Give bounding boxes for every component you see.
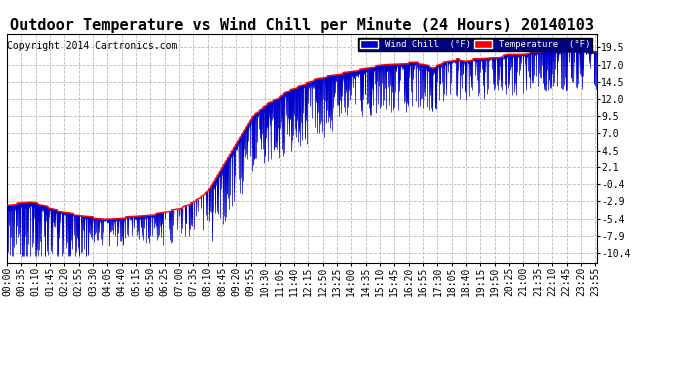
Legend: Wind Chill  (°F), Temperature  (°F): Wind Chill (°F), Temperature (°F) bbox=[358, 38, 592, 51]
Text: Copyright 2014 Cartronics.com: Copyright 2014 Cartronics.com bbox=[8, 40, 178, 51]
Title: Outdoor Temperature vs Wind Chill per Minute (24 Hours) 20140103: Outdoor Temperature vs Wind Chill per Mi… bbox=[10, 16, 594, 33]
